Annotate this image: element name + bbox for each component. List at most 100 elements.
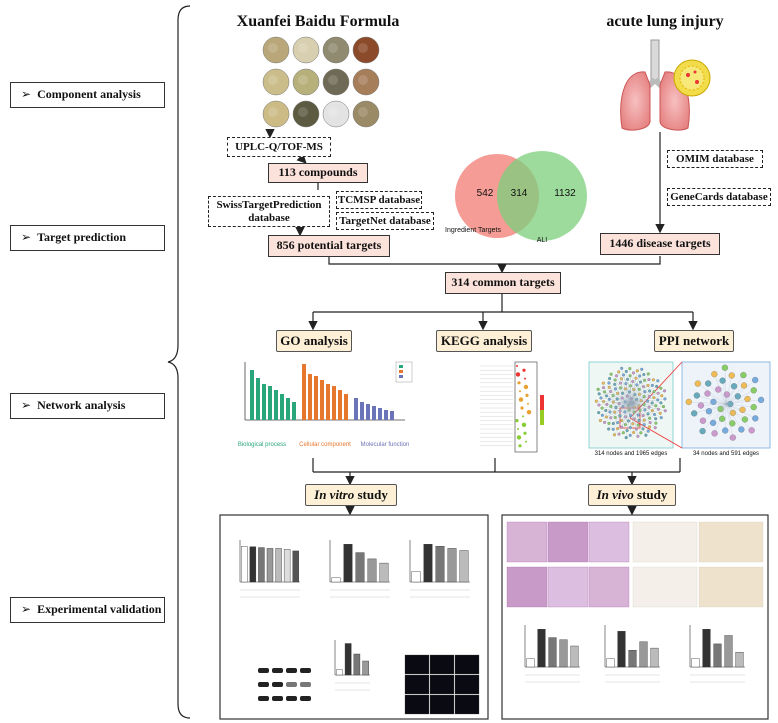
ppi-node	[646, 372, 650, 376]
herb	[292, 100, 320, 128]
ppi-node	[598, 419, 602, 423]
ppi-edge	[630, 402, 639, 437]
bar	[344, 643, 352, 676]
fluorescence-image	[454, 694, 480, 715]
herb-texture	[298, 75, 308, 85]
kegg-dot	[521, 422, 527, 427]
database-box: TargetNet database	[336, 212, 434, 230]
ihc-image	[698, 566, 764, 608]
ppi-edge	[630, 402, 662, 418]
herb-texture	[358, 75, 368, 85]
bar	[266, 548, 274, 583]
targets-box: 1446 disease targets	[600, 233, 720, 255]
ppi-node	[594, 399, 598, 403]
kegg-dot	[515, 419, 519, 423]
ppi-node	[617, 370, 621, 374]
ppi-edge	[610, 374, 632, 404]
ppi-edge	[630, 402, 632, 436]
study-box: In vitro study	[305, 484, 397, 506]
herb-texture	[328, 43, 338, 53]
ppi-node	[642, 373, 646, 377]
bar	[249, 546, 257, 583]
ppi-node	[602, 386, 606, 390]
go-bar	[326, 384, 330, 420]
ppi-edge	[630, 402, 661, 414]
go-bar	[250, 370, 254, 420]
database-box: SwissTargetPrediction database	[208, 196, 330, 227]
bar	[628, 650, 637, 668]
herb	[322, 36, 350, 64]
ppi-node	[624, 436, 628, 440]
ppi-edge	[714, 403, 727, 434]
ppi-edge	[725, 399, 762, 405]
analysis-box: PPI network	[654, 330, 734, 352]
database-box: GeneCards database	[667, 188, 771, 206]
bar	[559, 639, 568, 668]
analysis-box: GO analysis	[276, 330, 352, 352]
ihc-image	[632, 566, 698, 608]
stage-text: Component analysis	[37, 87, 141, 102]
ppi-edge	[608, 402, 632, 430]
ppi-node	[704, 390, 711, 397]
ppi-node	[655, 384, 659, 388]
ppi-edge	[630, 398, 665, 404]
ppi-node	[597, 403, 601, 407]
kegg-dot	[518, 444, 522, 448]
ppi-node	[624, 369, 628, 373]
ppi-node	[621, 431, 625, 435]
ppi-node	[647, 378, 651, 382]
ppi-network-thumbnail	[588, 361, 771, 449]
herb-texture	[268, 107, 278, 117]
ppi-node	[705, 380, 712, 387]
ppi-node	[744, 395, 751, 403]
ppi-edge	[598, 389, 632, 404]
ppi-caption: 34 nodes and 591 edges	[692, 451, 760, 458]
kegg-dot	[522, 415, 524, 418]
go-category: Molecular function	[360, 441, 410, 448]
fluorescence-image	[429, 654, 455, 675]
bar	[241, 546, 248, 583]
ppi-edge	[630, 372, 634, 404]
kegg-dot	[522, 368, 526, 372]
bar	[275, 548, 282, 583]
venn-number: 1132	[554, 187, 576, 199]
kegg-dot	[518, 397, 524, 402]
ppi-edge	[603, 383, 632, 404]
fluorescence-image	[429, 694, 455, 715]
ppi-edge	[626, 402, 632, 438]
go-bar	[378, 408, 382, 420]
ppi-edge	[630, 386, 657, 404]
study-emphasis: In vivo	[596, 486, 634, 502]
fluorescence-image	[454, 654, 480, 675]
ppi-edge	[626, 371, 632, 404]
ppi-node	[656, 379, 660, 383]
stage-text: Target prediction	[37, 230, 127, 245]
ppi-edge	[600, 397, 632, 404]
ppi-edge	[613, 402, 632, 430]
ppi-edge	[630, 402, 656, 419]
bar	[702, 629, 711, 668]
blot-band	[300, 696, 311, 701]
study-box: In vivo study	[588, 484, 676, 506]
study-text: study	[354, 486, 388, 502]
go-category: Cellular component	[299, 441, 351, 448]
ppi-node	[663, 409, 667, 413]
herb-texture	[298, 43, 308, 53]
ppi-edge	[725, 403, 745, 420]
kegg-dot	[525, 440, 527, 443]
ppi-edge	[697, 383, 727, 405]
go-bar	[308, 374, 312, 420]
ppi-edge	[618, 371, 632, 404]
histology-image	[547, 566, 589, 608]
ppi-node	[729, 409, 736, 417]
ppi-node	[722, 427, 729, 434]
ppi-edge	[630, 402, 641, 433]
bar	[353, 653, 361, 676]
bar	[435, 546, 445, 583]
bar	[331, 577, 341, 583]
ppi-node	[711, 430, 718, 437]
go-bar	[360, 402, 364, 420]
ppi-edge	[725, 403, 733, 424]
analysis-box: KEGG analysis	[436, 330, 532, 352]
ppi-node	[752, 376, 759, 384]
